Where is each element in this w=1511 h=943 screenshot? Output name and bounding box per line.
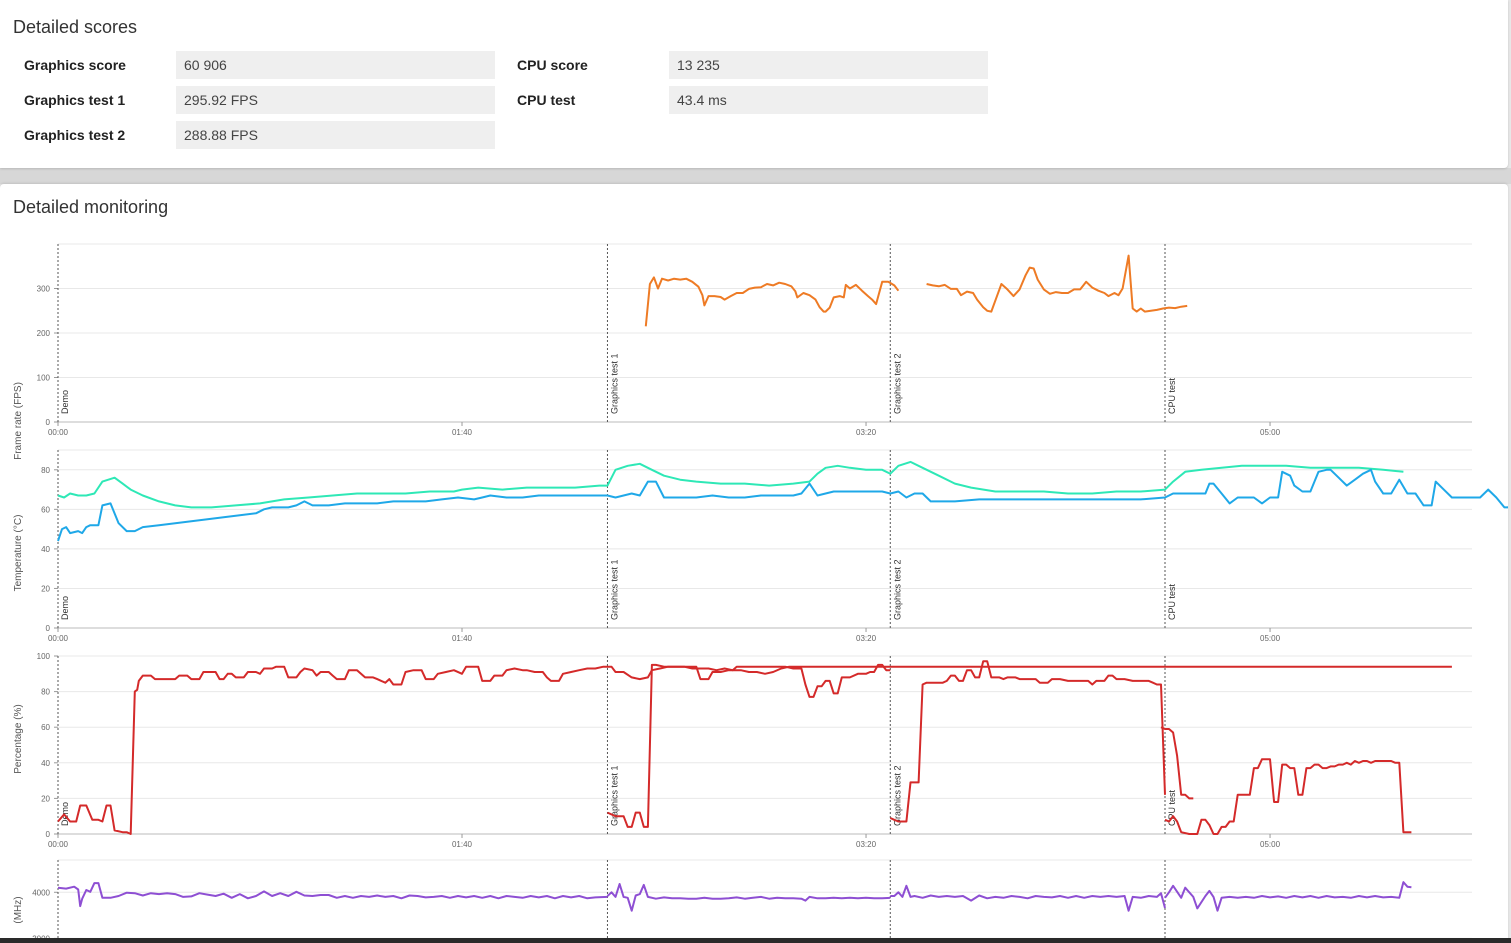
y-axis-label: Frame rate (FPS)	[13, 382, 24, 460]
y-tick-label: 0	[46, 418, 51, 427]
y-tick-label: 60	[41, 505, 50, 514]
phase-marker-label: Graphics test 1	[609, 559, 619, 620]
y-tick-label: 80	[41, 466, 50, 475]
y-axis-label: Temperature (°C)	[13, 515, 24, 592]
detailed-monitoring-title: Detailed monitoring	[13, 197, 169, 217]
chart-3: 0 20 40 60 80 100 00:00 01:40 03:20 05:00 Percenta…	[13, 652, 1472, 849]
x-tick-label: 05:00	[1260, 428, 1281, 437]
x-tick-label: 00:00	[48, 634, 69, 643]
series-line	[57, 882, 608, 908]
detailed-monitoring-panel: Detailed monitoring 0 100 200 300 00:00 01:40…	[0, 184, 1508, 943]
phase-marker-label: Graphics test 2	[892, 765, 902, 826]
graphics-test-1-label: Graphics test 1	[24, 92, 126, 108]
x-tick-label: 01:40	[452, 428, 473, 437]
y-tick-label: 20	[41, 584, 50, 593]
series-line	[1160, 726, 1194, 800]
y-tick-label: 100	[37, 374, 51, 383]
series-line	[57, 468, 1508, 542]
series-line	[890, 884, 1166, 912]
graphics-test-2-label: Graphics test 2	[24, 127, 126, 143]
phase-marker-label: Graphics test 1	[609, 353, 619, 414]
graphics-test-1-value: 295.92 FPS	[176, 86, 495, 114]
y-tick-label: 0	[46, 830, 51, 839]
phase-marker-label: Graphics test 1	[609, 765, 619, 826]
y-tick-label: 300	[37, 285, 51, 294]
y-axis-label: (MHz)	[13, 896, 24, 923]
y-tick-label: 100	[37, 652, 51, 661]
y-tick-label: 200	[37, 329, 51, 338]
chart-1: 0 100 200 300 00:00 01:40 03:20 05:00 Frame rate…	[13, 243, 1472, 460]
y-tick-label: 60	[41, 723, 50, 732]
chart-2: 0 20 40 60 80 00:00 01:40 03:20 05:00 Temperature…	[13, 449, 1508, 643]
series-line	[644, 276, 900, 327]
graphics-score-value: 60 906	[176, 51, 495, 79]
series-line	[889, 660, 1166, 823]
series-line	[926, 254, 1188, 313]
cpu-score-value: 13 235	[669, 51, 988, 79]
phase-marker-label: CPU test	[1167, 789, 1177, 826]
x-tick-label: 03:20	[856, 840, 877, 849]
detailed-scores-title: Detailed scores	[13, 17, 138, 37]
x-tick-label: 05:00	[1260, 634, 1281, 643]
series-line	[57, 460, 1404, 509]
phase-marker-label: Demo	[60, 596, 70, 620]
x-tick-label: 00:00	[48, 840, 69, 849]
graphics-score-label: Graphics score	[24, 57, 126, 73]
phase-marker-label: CPU test	[1167, 377, 1177, 414]
phase-marker-label: Graphics test 2	[892, 559, 902, 620]
bottom-bar	[0, 938, 1511, 943]
cpu-test-label: CPU test	[517, 92, 576, 108]
series-line	[1164, 881, 1412, 912]
x-tick-label: 05:00	[1260, 840, 1281, 849]
background-strip	[0, 168, 1511, 184]
series-line	[607, 663, 891, 828]
detailed-scores-panel: Detailed scores Graphics score 60 906 Gr…	[0, 0, 1508, 168]
y-tick-label: 40	[41, 759, 50, 768]
y-tick-label: 20	[41, 794, 50, 803]
y-tick-label: 80	[41, 688, 50, 697]
cpu-score-label: CPU score	[517, 57, 588, 73]
y-tick-label: 0	[46, 624, 51, 633]
x-tick-label: 03:20	[856, 428, 877, 437]
y-tick-label: 40	[41, 545, 50, 554]
series-line	[1164, 758, 1412, 835]
series-line	[606, 883, 891, 912]
x-tick-label: 01:40	[452, 840, 473, 849]
y-tick-label: 4000	[32, 888, 50, 897]
phase-marker-label: Demo	[60, 390, 70, 414]
series-line	[57, 665, 1452, 835]
y-axis-label: Percentage (%)	[13, 704, 24, 773]
chart-4: 30004000(MHz)	[13, 859, 1472, 943]
x-tick-label: 01:40	[452, 634, 473, 643]
phase-marker-label: Graphics test 2	[892, 353, 902, 414]
graphics-test-2-value: 288.88 FPS	[176, 121, 495, 149]
x-tick-label: 00:00	[48, 428, 69, 437]
cpu-test-value: 43.4 ms	[669, 86, 988, 114]
x-tick-label: 03:20	[856, 634, 877, 643]
phase-marker-label: CPU test	[1167, 583, 1177, 620]
